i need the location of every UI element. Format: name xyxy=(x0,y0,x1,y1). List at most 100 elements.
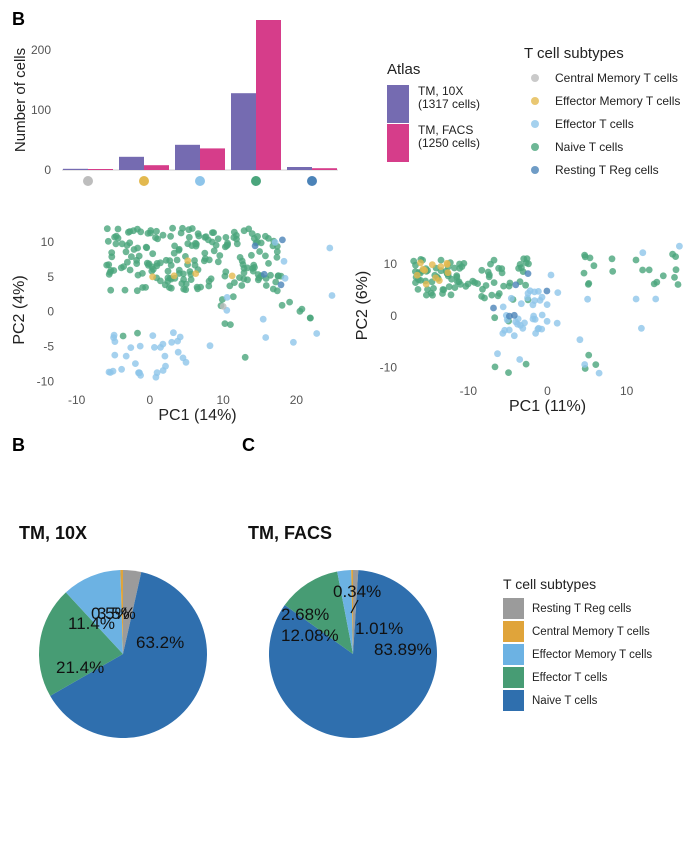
scatter-point-naive xyxy=(525,260,532,268)
scatter-point-effector_memory xyxy=(432,274,440,282)
pie-slice-label: 12.08% xyxy=(281,626,339,645)
scatter-point-naive xyxy=(238,282,246,289)
scatter-point-naive xyxy=(191,261,199,269)
scatter-point-naive xyxy=(262,232,269,240)
pie-label-leader-line xyxy=(350,599,359,614)
scatter-point-naive xyxy=(122,248,130,256)
scatter-point-naive xyxy=(254,276,262,284)
scatter-point-naive xyxy=(186,268,194,275)
pie-legend-label: Central Memory T cells xyxy=(532,626,650,638)
scatter-point-naive xyxy=(119,332,127,340)
scatter-point-naive xyxy=(180,285,188,293)
pie-slice-label: 21.4% xyxy=(56,658,104,677)
scatter-point-naive xyxy=(590,262,598,270)
scatter-point-naive xyxy=(187,276,195,283)
pie-legend-swatch xyxy=(503,598,524,619)
scatter-point-naive xyxy=(262,282,270,289)
scatter-y-axis-label: PC2 (6%) xyxy=(354,271,371,340)
scatter-point-naive xyxy=(231,279,238,286)
scatter-point-effector xyxy=(547,271,555,279)
scatter-y-axis-label: PC2 (4%) xyxy=(11,275,28,344)
scatter-point-naive xyxy=(238,257,246,265)
scatter-point-naive xyxy=(639,266,646,274)
subtype-legend-label: Effector T cells xyxy=(555,117,634,131)
atlas-legend-label: TM, 10X xyxy=(418,84,463,98)
bar-10x xyxy=(63,168,88,170)
scatter-x-tick-label: 0 xyxy=(147,393,154,407)
scatter-point-effector_memory xyxy=(170,272,178,280)
subtype-legend-label: Central Memory T cells xyxy=(555,71,678,85)
scatter-point-naive xyxy=(248,251,255,259)
scatter-point-resting_treg xyxy=(490,304,497,312)
atlas-legend-label: (1317 cells) xyxy=(418,97,480,111)
scatter-point-naive xyxy=(241,353,249,361)
scatter-y-tick-label: 0 xyxy=(47,305,54,319)
pie-slice xyxy=(120,570,123,654)
scatter-point-effector xyxy=(494,350,501,358)
scatter-point-effector xyxy=(271,239,279,246)
subtype-legend-dot-icon xyxy=(531,97,539,105)
subtype-legend-dot-icon xyxy=(531,74,539,82)
scatter-point-naive xyxy=(103,225,111,233)
scatter-point-naive xyxy=(471,279,478,286)
scatter-point-effector_memory xyxy=(443,261,451,268)
scatter-point-effector xyxy=(638,324,645,332)
scatter-point-effector xyxy=(118,365,125,373)
bar-facs xyxy=(256,20,281,170)
scatter-point-naive xyxy=(223,242,231,250)
scatter-point-effector xyxy=(110,331,118,339)
scatter-point-effector xyxy=(510,332,518,340)
scatter-point-naive xyxy=(222,234,230,241)
scatter-point-naive xyxy=(142,243,150,251)
scatter-point-effector xyxy=(174,348,182,356)
pie-slice xyxy=(123,570,142,654)
scatter-point-naive xyxy=(672,266,680,274)
pie-slice xyxy=(337,570,353,654)
pie-slice xyxy=(268,570,437,739)
scatter-point-effector xyxy=(529,315,537,323)
scatter-point-effector xyxy=(159,340,167,348)
scatter-point-effector xyxy=(543,301,551,308)
scatter-point-effector xyxy=(538,325,546,333)
subtype-legend-dot-icon xyxy=(531,120,539,128)
scatter-point-naive xyxy=(445,283,453,291)
scatter-point-effector xyxy=(553,319,561,327)
scatter-point-effector_memory xyxy=(192,270,200,277)
scatter-point-naive xyxy=(229,293,237,301)
scatter-point-effector xyxy=(554,289,562,296)
scatter-point-naive xyxy=(659,272,667,280)
scatter-point-naive xyxy=(164,267,172,275)
scatter-point-effector_memory xyxy=(421,266,429,274)
scatter-point-effector xyxy=(122,352,130,360)
scatter-point-naive xyxy=(149,250,157,258)
scatter-point-naive xyxy=(273,254,281,261)
scatter-point-naive xyxy=(204,236,212,244)
scatter-point-naive xyxy=(506,279,514,287)
scatter-point-naive xyxy=(112,240,120,248)
bar-facs xyxy=(312,168,337,170)
scatter-point-naive xyxy=(153,227,160,235)
scatter-point-naive xyxy=(257,239,265,247)
scatter-point-naive xyxy=(580,269,588,277)
scatter-point-effector_memory xyxy=(228,272,236,280)
scatter-point-naive xyxy=(142,284,150,291)
scatter-point-effector xyxy=(535,288,542,295)
pie-slice-label: 0.34% xyxy=(333,582,381,601)
scatter-point-effector xyxy=(111,351,119,359)
bar-10x xyxy=(175,144,200,170)
scatter-point-naive xyxy=(230,228,238,236)
pie-title: TM, FACS xyxy=(248,523,332,543)
scatter-point-naive xyxy=(298,305,306,313)
subtype-legend-label: Resting T Reg cells xyxy=(555,163,659,177)
scatter-point-naive xyxy=(254,233,261,240)
scatter-point-naive xyxy=(216,252,224,259)
bar-category-dot-icon xyxy=(83,176,93,186)
scatter-point-naive xyxy=(273,248,281,256)
scatter-point-naive xyxy=(177,229,185,237)
pie-chart-10x: TM, 10X 3.5%63.2% 21.4% 11.4%0.5% xyxy=(19,523,208,738)
scatter-point-naive xyxy=(447,291,455,299)
scatter-point-naive xyxy=(632,256,640,264)
scatter-point-naive xyxy=(491,363,499,371)
scatter-point-naive xyxy=(498,265,506,273)
pie-slice-label: 11.4% xyxy=(68,614,115,633)
